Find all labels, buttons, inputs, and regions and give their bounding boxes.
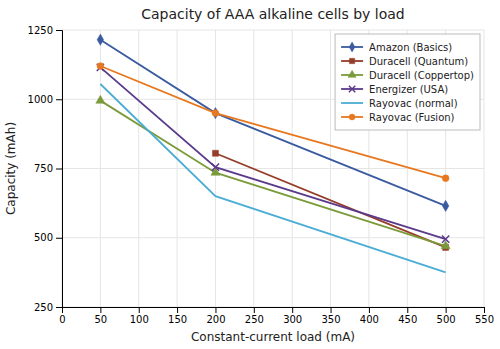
series-line (215, 153, 445, 247)
legend-label: Energizer (USA) (369, 84, 448, 95)
legend-label: Rayovac (Fusion) (369, 112, 455, 123)
y-tick-mark (56, 99, 62, 100)
x-tick-mark (292, 307, 293, 313)
x-axis: 0 50 100 150 200 250 300 350 400 450 500 550 (59, 307, 494, 325)
y-tick: 1000 (28, 94, 62, 105)
x-tick: 450 (398, 307, 417, 325)
x-tick-mark (446, 307, 447, 313)
x-axis-title: Constant-current load (mA) (191, 330, 355, 344)
y-tick-label: 500 (34, 232, 53, 243)
y-tick: 500 (34, 232, 62, 243)
x-tick-label: 200 (206, 314, 225, 325)
legend-marker (349, 86, 355, 92)
y-grid-line (62, 168, 484, 169)
chart-title: Capacity of AAA alkaline cells by load (141, 6, 405, 22)
legend-item: Rayovac (normal) (341, 98, 458, 109)
x-tick-mark (100, 307, 101, 313)
x-tick-label: 550 (475, 314, 494, 325)
x-tick-label: 450 (398, 314, 417, 325)
x-tick: 150 (168, 307, 187, 325)
x-tick: 200 (206, 307, 225, 325)
x-tick: 350 (321, 307, 340, 325)
y-tick-mark (56, 238, 62, 239)
y-tick-label: 750 (34, 163, 53, 174)
series-marker (212, 163, 219, 170)
x-tick-mark (369, 307, 370, 313)
y-tick-label: 1250 (28, 25, 53, 36)
y-axis: 250 500 750 1000 1250 (28, 25, 63, 313)
x-tick: 0 (59, 307, 65, 325)
y-tick-mark (56, 30, 62, 31)
x-tick-label: 150 (168, 314, 187, 325)
series-marker (442, 200, 448, 211)
series-marker (212, 150, 218, 156)
y-grid-line (62, 30, 484, 31)
series-marker (442, 236, 449, 243)
y-tick: 1250 (28, 25, 62, 36)
legend-frame (335, 34, 480, 130)
legend-item: Duracell (Quantum) (341, 56, 468, 67)
legend-marker (349, 58, 354, 63)
x-tick: 300 (283, 307, 302, 325)
y-tick: 750 (34, 163, 62, 174)
x-tick-label: 250 (245, 314, 264, 325)
legend-marker (348, 70, 356, 77)
x-tick-label: 350 (321, 314, 340, 325)
legend-swatch (341, 102, 363, 104)
x-tick: 50 (94, 307, 107, 325)
chart: 0 50 100 150 200 250 300 350 400 450 500 550 250 500 7… (0, 0, 500, 349)
x-tick-mark (331, 307, 332, 313)
x-tick-label: 300 (283, 314, 302, 325)
x-tick-mark (215, 307, 216, 313)
series-marker (97, 63, 104, 70)
x-axis-line (63, 308, 485, 314)
x-tick-label: 500 (437, 314, 456, 325)
series-marker (96, 95, 105, 103)
y-tick-label: 1000 (28, 94, 53, 105)
legend-item: Energizer (USA) (341, 84, 448, 95)
x-tick: 550 (475, 307, 494, 325)
x-tick-label: 0 (59, 314, 65, 325)
x-tick-label: 400 (360, 314, 379, 325)
y-axis-title: Capacity (mAh) (4, 122, 18, 215)
series-marker (212, 108, 218, 119)
legend-marker (349, 42, 355, 52)
legend-marker (349, 114, 355, 120)
legend-label: Duracell (Quantum) (369, 56, 468, 67)
y-tick-mark (56, 307, 62, 308)
x-tick-mark (254, 307, 255, 313)
x-tick: 400 (360, 307, 379, 325)
x-tick-mark (139, 307, 140, 313)
y-axis-line (56, 31, 63, 308)
x-tick-label: 50 (94, 314, 107, 325)
grid (62, 30, 484, 307)
legend-label: Amazon (Basics) (369, 42, 452, 53)
x-tick-mark (484, 307, 485, 313)
y-tick-label: 250 (34, 302, 53, 313)
series-marker (212, 110, 219, 117)
legend-item: Amazon (Basics) (341, 42, 452, 53)
y-tick-mark (56, 169, 62, 170)
legend: Amazon (Basics) Duracell (Quantum) Duracel… (335, 34, 480, 130)
x-tick-mark (407, 307, 408, 313)
legend-item: Duracell (Coppertop) (341, 70, 474, 81)
y-tick: 250 (34, 302, 62, 313)
series-marker (442, 175, 449, 182)
x-tick-mark (177, 307, 178, 313)
x-tick: 100 (130, 307, 149, 325)
x-tick: 250 (245, 307, 264, 325)
x-tick-label: 100 (130, 314, 149, 325)
x-tick: 500 (437, 307, 456, 325)
legend-label: Rayovac (normal) (369, 98, 458, 109)
legend-label: Duracell (Coppertop) (369, 70, 474, 81)
legend-item: Rayovac (Fusion) (341, 112, 455, 123)
series-marker (97, 34, 103, 45)
